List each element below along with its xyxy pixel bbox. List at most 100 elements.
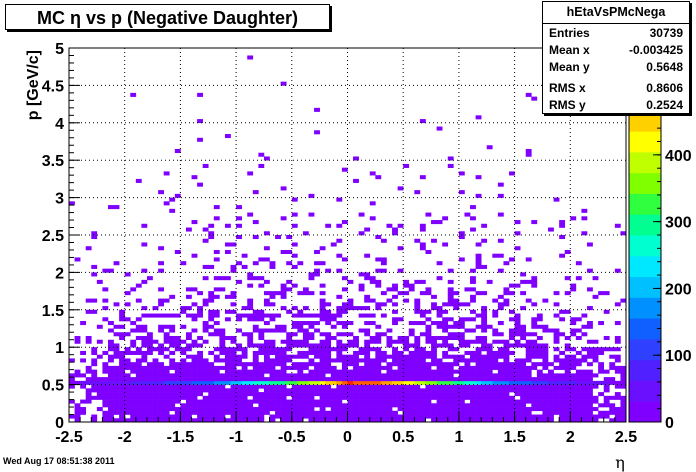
heatmap-cell <box>208 332 215 337</box>
heatmap-cell <box>180 350 187 355</box>
heatmap-cell <box>124 388 131 393</box>
heatmap-cell <box>436 414 443 419</box>
heatmap-cell <box>380 365 387 370</box>
heatmap-cell <box>230 414 237 419</box>
heatmap-cell <box>208 264 215 269</box>
heatmap-cell <box>353 350 359 355</box>
heatmap-cell <box>536 317 543 322</box>
heatmap-cell <box>464 403 471 408</box>
heatmap-cell <box>520 332 527 337</box>
heatmap-cell <box>325 347 332 352</box>
heatmap-cell <box>213 407 220 412</box>
heatmap-cell <box>436 388 443 393</box>
heatmap-cell <box>464 287 471 292</box>
heatmap-cell <box>269 294 276 299</box>
heatmap-cell <box>347 392 354 397</box>
heatmap-cell <box>369 279 376 284</box>
heatmap-cell <box>202 321 209 326</box>
heatmap-cell <box>236 347 242 352</box>
heatmap-cell <box>436 399 443 404</box>
heatmap-cell <box>481 291 488 296</box>
heatmap-cell <box>453 321 460 326</box>
heatmap-cell <box>185 335 192 341</box>
heatmap-cell <box>431 377 437 382</box>
heatmap-cell <box>91 298 98 303</box>
heatmap-cell <box>431 350 437 355</box>
heatmap-cell <box>475 261 482 266</box>
heatmap-cell <box>509 343 515 348</box>
heatmap-cell <box>113 332 120 337</box>
palette-tick-label: 400 <box>665 148 692 165</box>
heatmap-cell <box>158 324 164 329</box>
heatmap-cell <box>208 362 215 367</box>
heatmap-cell <box>447 317 454 322</box>
heatmap-cell <box>191 407 198 412</box>
heatmap-cell <box>525 343 532 348</box>
heatmap-cell <box>503 358 510 363</box>
heatmap-cell <box>146 365 153 370</box>
heatmap-cell <box>414 414 421 419</box>
heatmap-cell <box>436 321 443 326</box>
heatmap-cell <box>302 407 309 412</box>
heatmap-cell <box>447 403 454 408</box>
heatmap-cell <box>163 384 170 389</box>
heatmap-cell <box>353 407 359 412</box>
heatmap-cell <box>202 418 209 423</box>
heatmap-cell <box>542 324 549 329</box>
heatmap-cell <box>503 339 510 344</box>
heatmap-cell <box>592 339 599 344</box>
heatmap-cell <box>141 279 148 284</box>
heatmap-cell <box>286 339 293 344</box>
heatmap-cell <box>497 365 504 370</box>
heatmap-cells <box>69 55 627 423</box>
heatmap-cell <box>341 343 348 348</box>
chart-title-box: MC η vs p (Negative Daughter) <box>5 4 330 30</box>
heatmap-cell <box>236 414 242 419</box>
heatmap-cell <box>525 358 532 363</box>
heatmap-cell <box>102 287 109 292</box>
heatmap-cell <box>241 377 248 382</box>
heatmap-cell <box>141 335 148 341</box>
heatmap-cell <box>509 414 515 419</box>
heatmap-cell <box>531 343 538 348</box>
heatmap-cell <box>425 339 432 344</box>
heatmap-cell <box>425 291 432 296</box>
heatmap-cell <box>74 339 81 344</box>
heatmap-cell <box>319 339 326 344</box>
heatmap-cell <box>453 377 460 382</box>
heatmap-cell <box>319 332 326 337</box>
heatmap-cell <box>91 380 98 385</box>
heatmap-cell <box>486 407 493 412</box>
heatmap-cell <box>497 414 504 419</box>
heatmap-cell <box>280 414 287 419</box>
heatmap-cell <box>96 380 103 385</box>
heatmap-cell <box>531 380 538 385</box>
heatmap-cell <box>208 235 215 240</box>
heatmap-cell <box>325 317 332 322</box>
heatmap-cell <box>386 373 393 378</box>
heatmap-cell <box>314 365 320 370</box>
heatmap-cell <box>503 291 510 296</box>
heatmap-cell <box>481 365 488 370</box>
heatmap-cell <box>297 384 304 389</box>
heatmap-cell <box>581 380 588 385</box>
stats-label: Entries <box>549 26 590 40</box>
heatmap-cell <box>236 399 242 404</box>
heatmap-cell <box>169 380 176 385</box>
heatmap-cell <box>297 418 304 423</box>
heatmap-cell <box>414 388 421 393</box>
heatmap-cell <box>336 388 343 393</box>
heatmap-cell <box>275 384 281 389</box>
heatmap-cell <box>442 377 449 382</box>
heatmap-cell <box>275 291 281 296</box>
heatmap-cell <box>169 365 176 370</box>
heatmap-cell <box>286 388 293 393</box>
heatmap-cell <box>297 362 304 367</box>
heatmap-cell <box>263 156 270 161</box>
heatmap-cell <box>447 388 454 393</box>
heatmap-cell <box>514 343 521 348</box>
heatmap-cell <box>470 388 476 393</box>
heatmap-cell <box>431 321 437 326</box>
heatmap-cell <box>180 362 187 367</box>
heatmap-cell <box>403 384 410 389</box>
